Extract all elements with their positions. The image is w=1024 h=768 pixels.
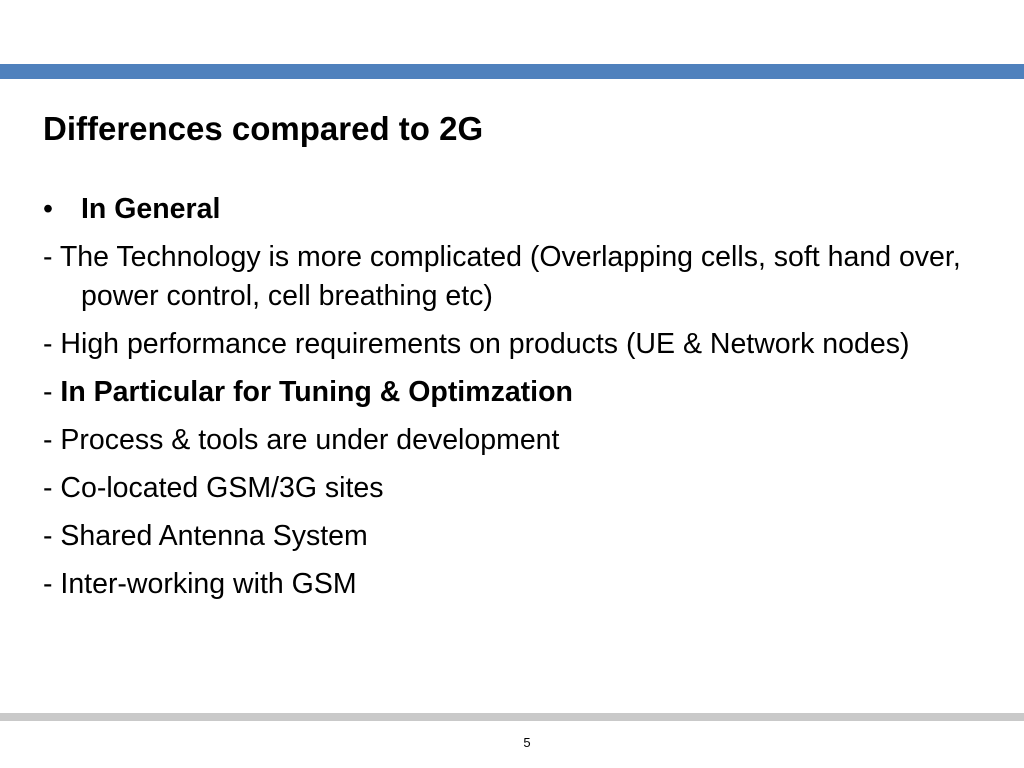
item-antenna: - Shared Antenna System [43, 520, 368, 552]
item-process: - Process & tools are under development [43, 424, 560, 456]
item-colocated: - Co-located GSM/3G sites [43, 472, 384, 504]
heading-particular: In Particular for Tuning & Optimzation [60, 376, 573, 408]
footer-bar [0, 713, 1024, 721]
item-performance: - High performance requirements on produ… [43, 328, 910, 360]
heading-general: In General [81, 193, 221, 225]
header-accent-bar [0, 64, 1024, 79]
particular-dash: - [43, 376, 61, 408]
bullet-dot-icon: • [43, 193, 53, 225]
item-particular: - In Particular for Tuning & Optimzation [43, 373, 983, 412]
item-interworking: - Inter-working with GSM [43, 568, 357, 600]
page-number: 5 [523, 735, 531, 750]
slide-body: • In General - The Technology is more co… [43, 190, 983, 613]
slide-title: Differences compared to 2G [43, 110, 484, 147]
item-technology: - The Technology is more complicated (Ov… [43, 241, 961, 312]
bullet-general: • In General [43, 190, 983, 229]
